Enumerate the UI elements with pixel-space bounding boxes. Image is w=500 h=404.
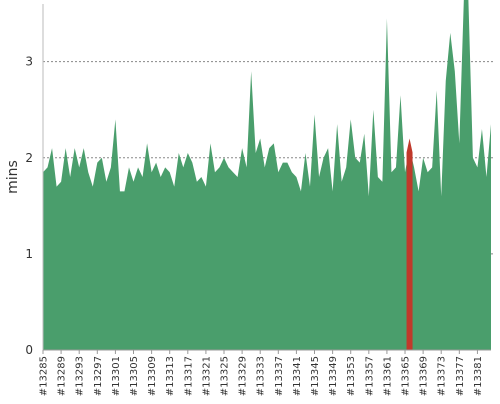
x-tick-label: #13369	[419, 356, 430, 396]
x-tick-label: #13365	[401, 356, 412, 396]
x-tick-label: #13381	[473, 356, 484, 396]
x-tick-label: #13341	[292, 356, 303, 396]
x-tick-label: #13337	[274, 356, 285, 396]
y-axis-ticks: 0 1 2 3	[25, 55, 33, 357]
x-tick-label: #13333	[256, 356, 267, 396]
x-tick-label: #13297	[93, 356, 104, 396]
x-tick-label: #13321	[201, 356, 212, 396]
highlight-bar[interactable]	[406, 138, 413, 350]
x-tick-label: #13353	[346, 356, 357, 396]
y-tick-label: 3	[25, 55, 33, 69]
x-tick-label: #13301	[111, 356, 122, 396]
x-tick-label: #13317	[183, 356, 194, 396]
x-tick-label: #13325	[220, 356, 231, 396]
plot-area	[43, 0, 491, 350]
x-tick-label: #13377	[455, 356, 466, 396]
x-tick-label: #13285	[39, 356, 50, 396]
x-tick-label: #13373	[437, 356, 448, 396]
x-axis-ticks: #13285 #13289 #13293 #13297 #13301 #13305 #133…	[39, 350, 484, 396]
y-tick-label: 1	[25, 247, 33, 261]
x-tick-label: #13309	[147, 356, 158, 396]
x-tick-label: #13357	[364, 356, 375, 396]
y-tick-label: 0	[25, 343, 33, 357]
x-tick-label: #13289	[57, 356, 68, 396]
x-tick-label: #13349	[328, 356, 339, 396]
x-tick-label: #13361	[382, 356, 393, 396]
axes	[42, 4, 491, 351]
x-tick-label: #13305	[129, 356, 140, 396]
x-tick-label: #13329	[238, 356, 249, 396]
x-tick-label: #13345	[310, 356, 321, 396]
y-axis-label: mins	[5, 160, 21, 194]
y-tick-label: 2	[25, 151, 33, 165]
x-tick-label: #13313	[165, 356, 176, 396]
series-area	[43, 0, 491, 350]
x-tick-label: #13293	[75, 356, 86, 396]
